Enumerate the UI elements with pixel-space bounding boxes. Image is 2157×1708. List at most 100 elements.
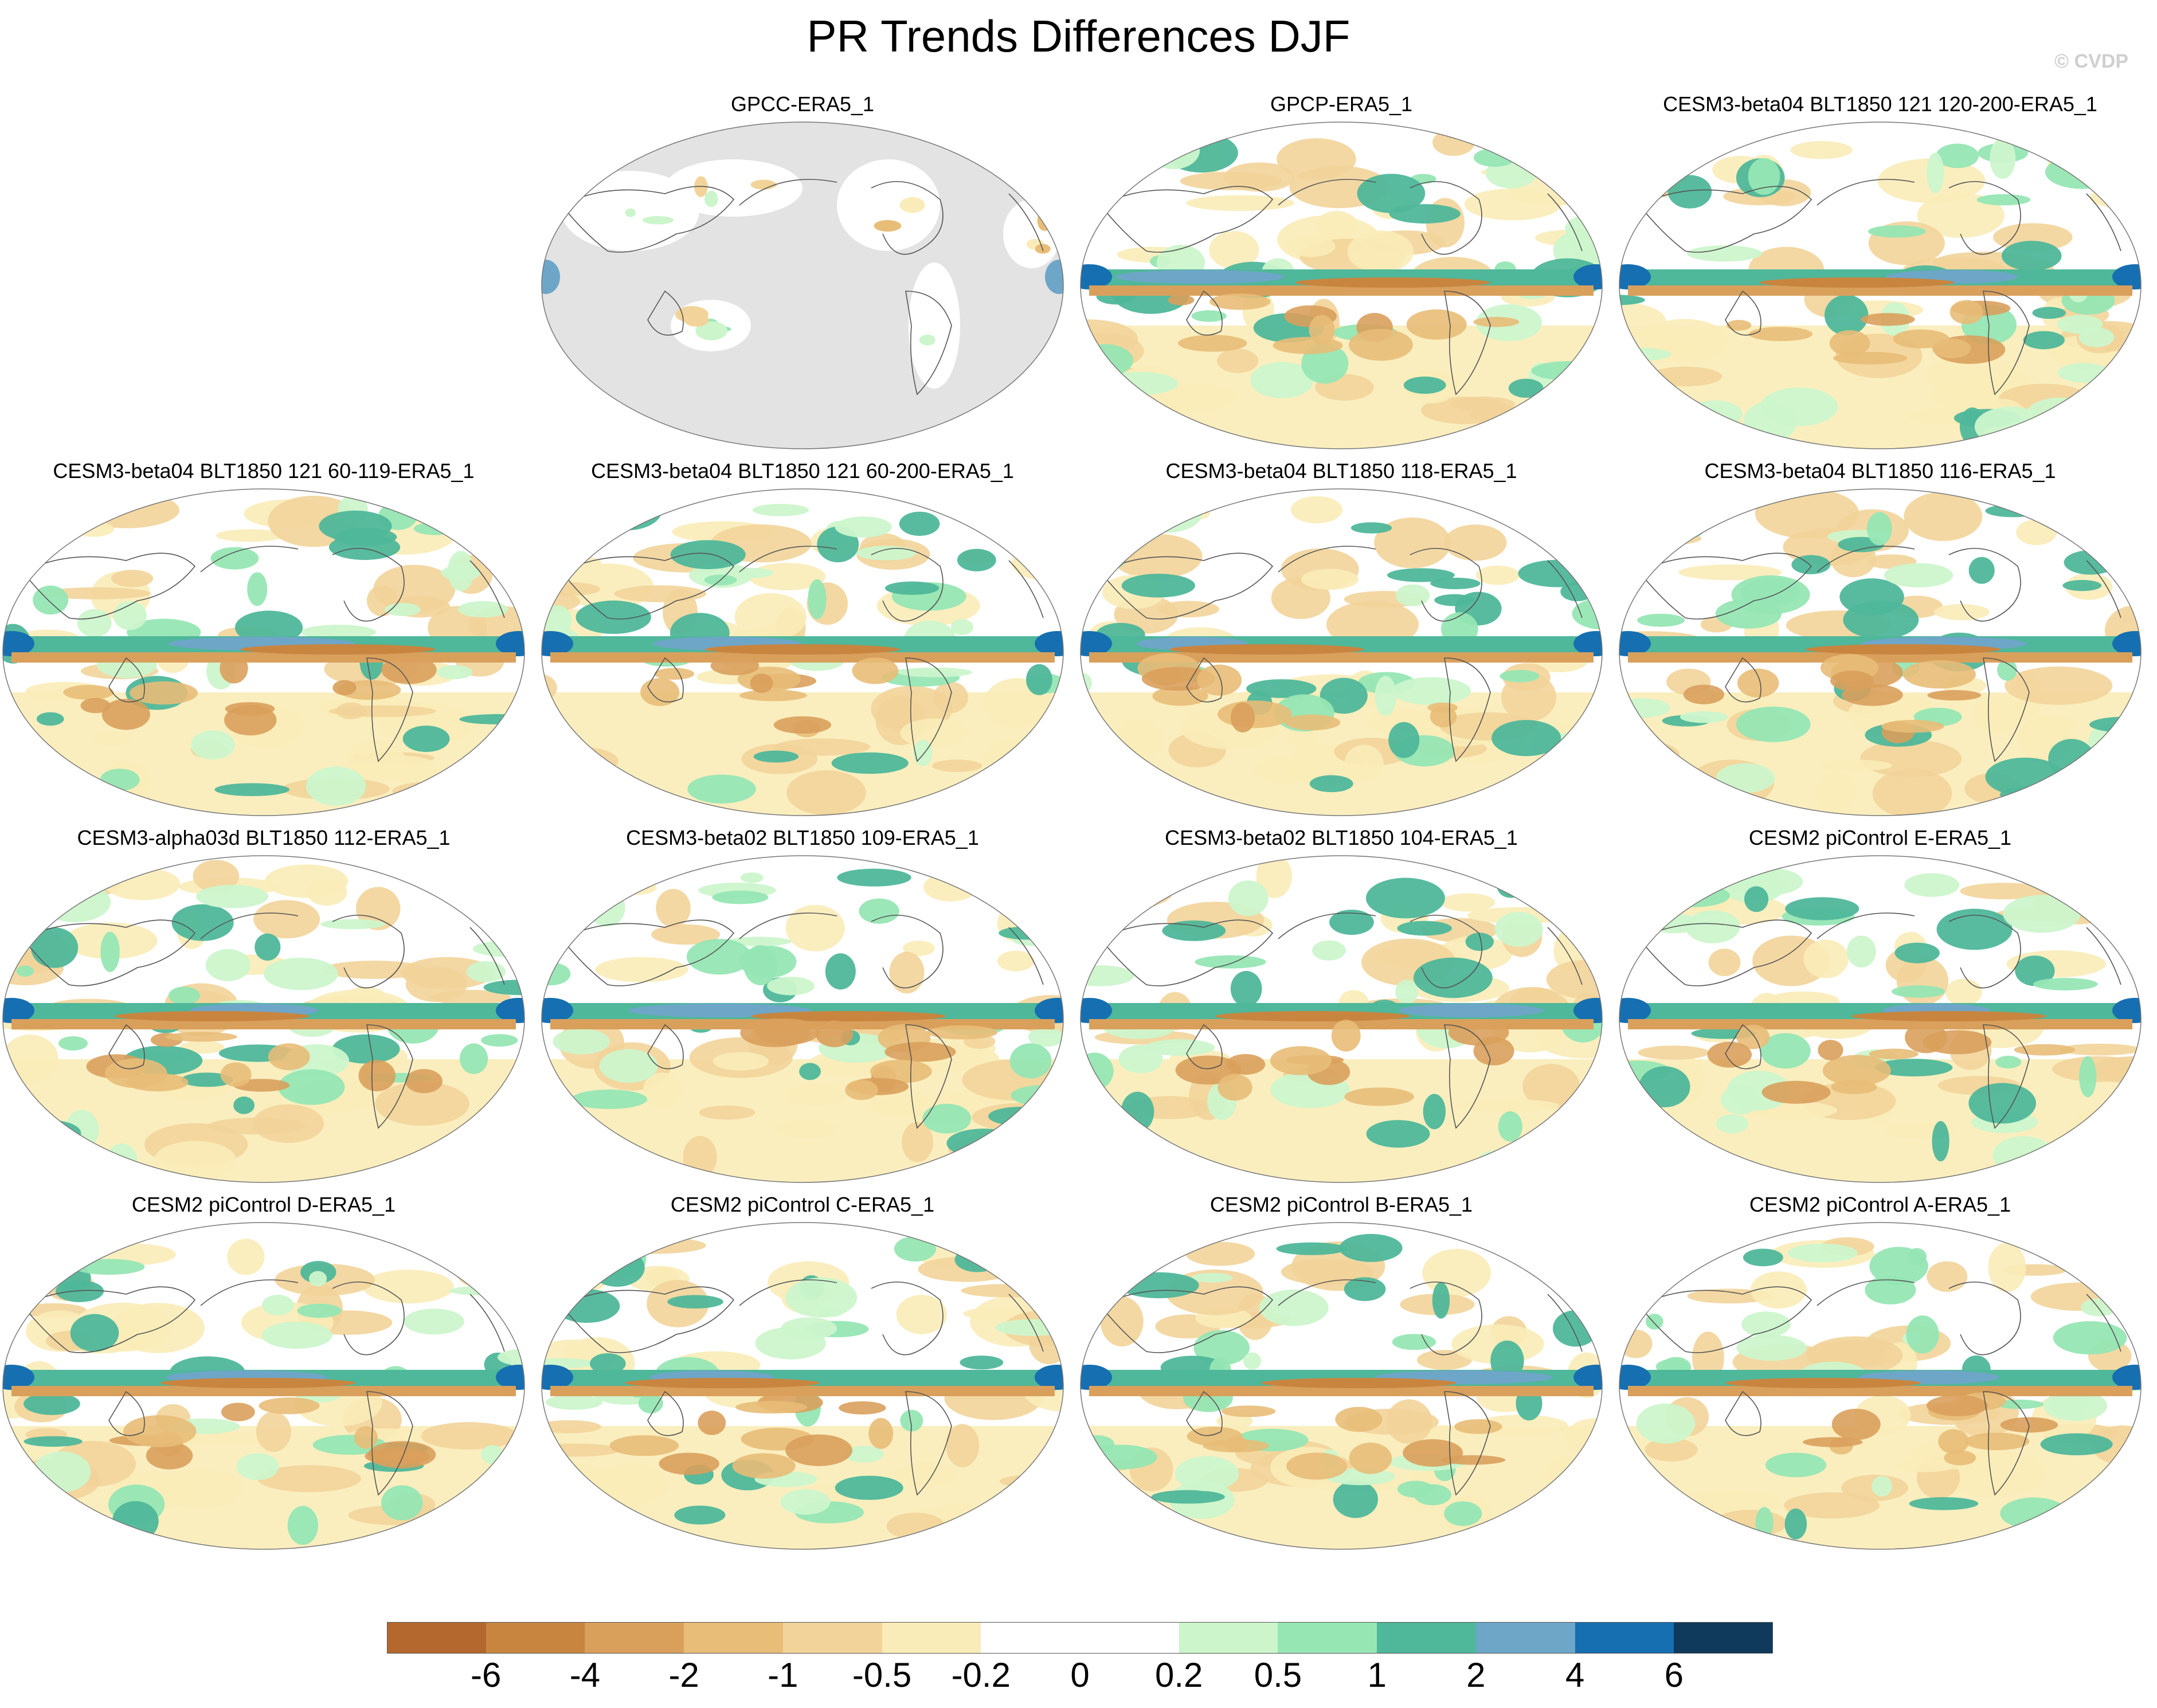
map-panel: CESM3-beta04 BLT1850 121 120-200-ERA5_1 — [1616, 92, 2144, 459]
map-outline — [1080, 122, 1603, 449]
panel-title: CESM2 piControl A-ERA5_1 — [1749, 1193, 2011, 1216]
map-field — [3, 1223, 524, 1549]
coastlines — [1100, 546, 1583, 762]
panel-title: GPCC-ERA5_1 — [730, 92, 875, 116]
map-outline — [2, 488, 525, 816]
colorbar-cell — [1377, 1622, 1477, 1654]
map-outline — [1080, 855, 1603, 1183]
map-field — [542, 122, 1063, 449]
coastlines — [22, 546, 505, 762]
colorbar-tick-label: -1 — [768, 1656, 798, 1694]
panel-title: CESM3-alpha03d BLT1850 112-ERA5_1 — [77, 826, 451, 849]
colorbar-tick-label: -6 — [471, 1656, 502, 1694]
colorbar-cell — [1278, 1622, 1377, 1654]
panel-title: CESM3-beta04 BLT1850 118-ERA5_1 — [1165, 459, 1517, 483]
robinson-map — [541, 855, 1064, 1183]
map-outline — [1080, 488, 1603, 816]
robinson-map — [1080, 122, 1603, 449]
colorbar-tick-label: -0.2 — [951, 1656, 1011, 1694]
map-outline — [1619, 488, 2142, 816]
map-field — [1081, 1223, 1602, 1549]
map-panel: CESM2 piControl D-ERA5_1 — [0, 1192, 527, 1559]
map-field — [1619, 489, 2141, 816]
panel-title: CESM3-beta04 BLT1850 121 60-200-ERA5_1 — [591, 459, 1014, 483]
robinson-map — [541, 122, 1064, 449]
map-field — [3, 856, 524, 1182]
robinson-map — [1080, 1222, 1603, 1550]
map-panel: CESM2 piControl A-ERA5_1 — [1616, 1192, 2144, 1559]
coastlines — [1100, 179, 1583, 395]
panel-title: CESM3-beta04 BLT1850 121 60-119-ERA5_1 — [53, 459, 475, 483]
map-panel: CESM2 piControl E-ERA5_1 — [1616, 825, 2144, 1192]
colorbar-cell — [782, 1622, 883, 1654]
colorbar-tick-label: 0.5 — [1254, 1656, 1302, 1694]
coastlines — [561, 912, 1044, 1129]
colorbar-cell — [1080, 1622, 1180, 1654]
colorbar-tick-label: -0.5 — [852, 1656, 912, 1694]
colorbar-cell — [387, 1622, 487, 1654]
map-field — [1619, 122, 2141, 449]
map-outline — [541, 488, 1064, 816]
coastlines — [1639, 546, 2121, 762]
map-field — [1619, 1223, 2141, 1549]
watermark: © CVDP — [2054, 50, 2128, 72]
map-outline — [1619, 1222, 2142, 1550]
panel-title: CESM3-beta02 BLT1850 109-ERA5_1 — [626, 826, 979, 849]
colorbar-tick-label: 2 — [1466, 1656, 1486, 1694]
colorbar-cell — [1475, 1622, 1576, 1654]
robinson-map — [2, 1222, 525, 1550]
map-field — [3, 489, 524, 816]
robinson-map — [1619, 1222, 2142, 1550]
colorbar-cell — [1179, 1622, 1278, 1654]
map-outline — [2, 1222, 525, 1550]
colorbar-cell — [1674, 1622, 1774, 1654]
map-panel: GPCC-ERA5_1 — [539, 92, 1066, 459]
panel-title: CESM2 piControl D-ERA5_1 — [131, 1193, 396, 1216]
colorbar-tick-label: -2 — [668, 1656, 699, 1694]
panel-title: CESM3-beta04 BLT1850 116-ERA5_1 — [1704, 459, 2056, 483]
map-panel: CESM3-beta02 BLT1850 104-ERA5_1 — [1078, 825, 1605, 1192]
map-outline — [1619, 122, 2142, 449]
map-outline — [541, 122, 1064, 449]
map-panel: CESM3-beta04 BLT1850 121 60-200-ERA5_1 — [539, 459, 1066, 825]
coastlines — [22, 912, 505, 1129]
map-outline — [1619, 855, 2142, 1183]
colorbar-frame — [387, 1622, 1773, 1654]
map-panel: CESM3-beta04 BLT1850 116-ERA5_1 — [1616, 459, 2144, 825]
coastlines — [1639, 1279, 2121, 1496]
robinson-map — [541, 1222, 1064, 1550]
colorbar-cell — [882, 1622, 981, 1654]
coastlines — [1100, 912, 1583, 1129]
panel-title: CESM2 piControl E-ERA5_1 — [1748, 826, 2012, 849]
colorbar-tick-label: 4 — [1565, 1656, 1585, 1694]
map-panel: CESM2 piControl C-ERA5_1 — [539, 1192, 1066, 1559]
map-field — [542, 1223, 1063, 1549]
colorbar-tick-label: 0 — [1070, 1656, 1090, 1694]
map-panel: CESM3-alpha03d BLT1850 112-ERA5_1 — [0, 825, 527, 1192]
map-panel: CESM3-beta02 BLT1850 109-ERA5_1 — [539, 825, 1066, 1192]
robinson-map — [1619, 488, 2142, 816]
figure-title: PR Trends Differences DJF — [807, 11, 1350, 61]
robinson-map — [1080, 488, 1603, 816]
coastlines — [1639, 179, 2121, 395]
map-field — [1081, 856, 1602, 1182]
panel-title: CESM3-beta04 BLT1850 121 120-200-ERA5_1 — [1663, 92, 2097, 116]
map-field — [1619, 856, 2141, 1182]
map-outline — [2, 855, 525, 1183]
robinson-map — [1619, 122, 2142, 449]
colorbar-tick-label: 6 — [1664, 1656, 1684, 1694]
panel-title: CESM2 piControl B-ERA5_1 — [1209, 1193, 1473, 1216]
coastlines — [1100, 1279, 1583, 1496]
colorbar-cell — [486, 1622, 585, 1654]
panel-title: CESM2 piControl C-ERA5_1 — [670, 1193, 935, 1216]
robinson-map — [541, 488, 1064, 816]
colorbar-cell — [585, 1622, 684, 1654]
coastlines — [561, 546, 1044, 762]
map-panel: CESM3-beta04 BLT1850 118-ERA5_1 — [1078, 459, 1605, 825]
colorbar-tick-label: 0.2 — [1154, 1656, 1203, 1694]
colorbar — [387, 1622, 1774, 1654]
map-field — [542, 489, 1063, 816]
map-field — [1081, 489, 1602, 816]
coastlines — [561, 179, 1044, 395]
colorbar-tick-label: 1 — [1367, 1656, 1387, 1694]
